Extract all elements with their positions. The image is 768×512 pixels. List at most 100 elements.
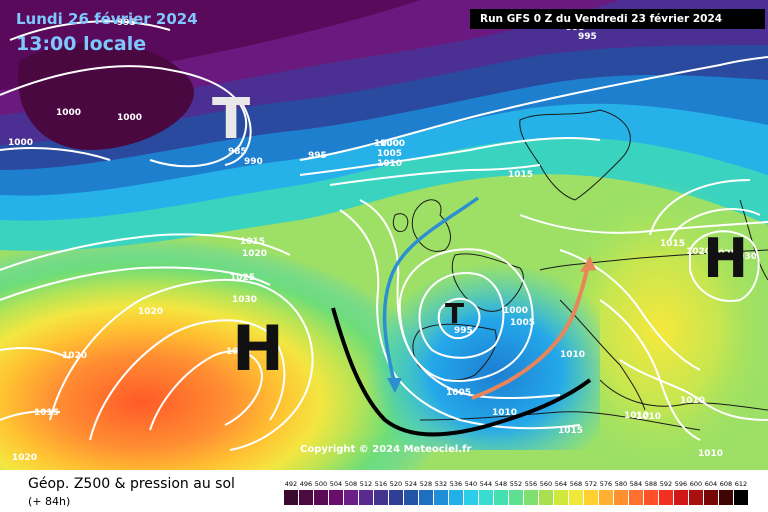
legend-swatch [464,490,478,505]
legend-value: 604 [705,480,717,488]
pressure-label: 1025 [230,273,256,283]
legend-swatch [719,490,733,505]
legend-swatch [329,490,343,505]
footer-title: Géop. Z500 & pression au sol [28,476,235,492]
legend-value: 504 [330,480,342,488]
legend-swatch [299,490,313,505]
pressure-label: 1015 [34,408,60,418]
legend-value: 524 [405,480,417,488]
legend-value: 564 [555,480,567,488]
pressure-label: 1025 [712,249,738,259]
legend-value: 560 [540,480,552,488]
legend-swatch [689,490,703,505]
pressure-label: 1000 [380,139,406,149]
legend-swatch [614,490,628,505]
legend-swatch [344,490,358,505]
pressure-label: 1010 [377,159,403,169]
run-info: Run GFS 0 Z du Vendredi 23 février 2024 [470,9,765,29]
legend-swatch [509,490,523,505]
legend-value: 548 [495,480,507,488]
legend-value: 592 [660,480,672,488]
pressure-label: 1000 [117,113,143,123]
pressure-label: 1015 [508,170,534,180]
legend-swatch [494,490,508,505]
pressure-label: 1015 [660,239,686,249]
legend-swatch [419,490,433,505]
legend-swatch [284,490,298,505]
legend-value: 528 [420,480,432,488]
low-center-iberia: T [445,297,465,330]
pressure-label: 1000 [374,139,400,149]
pressure-label: 1020 [242,249,268,259]
legend-value: 492 [285,480,297,488]
legend-value: 584 [630,480,642,488]
forecast-time: 13:00 locale [16,33,147,55]
pressure-label: 1000 [503,306,529,316]
legend-value: 516 [375,480,387,488]
pressure-label: 1010 [698,449,724,459]
color-legend: 492 496 500 504 508 512 516 520 524 528 532 536 540 5… [284,480,748,505]
pressure-label: 1010 [680,396,706,406]
pressure-label: 995 [308,151,327,161]
legend-swatch [674,490,688,505]
forecast-date: Lundi 26 février 2024 [16,10,198,28]
legend-value: 544 [480,480,492,488]
pressure-label: 1020 [62,351,88,361]
pressure-label: 1005 [510,318,536,328]
legend-value: 576 [600,480,612,488]
legend-value: 552 [510,480,522,488]
legend-value: 608 [720,480,732,488]
legend-swatch [569,490,583,505]
pressure-label: 1035 [226,347,252,357]
legend-value: 596 [675,480,687,488]
pressure-label: 995 [454,326,473,336]
legend-value: 540 [465,480,477,488]
legend-value: 556 [525,480,537,488]
legend-value: 500 [315,480,327,488]
legend-swatch [734,490,748,505]
legend-swatch [449,490,463,505]
pressure-label: 1020 [12,453,38,463]
pressure-label: 990 [244,157,263,167]
weather-map [0,0,768,470]
pressure-label: 1030 [732,252,758,262]
pressure-label: 1005 [377,149,403,159]
legend-swatch [404,490,418,505]
pressure-label: 985 [228,147,247,157]
pressure-label: 1010 [492,408,518,418]
legend-value: 568 [570,480,582,488]
pressure-label: 1010 [636,412,662,422]
legend-value: 496 [300,480,312,488]
pressure-label: 995 [578,32,597,42]
legend-swatch [389,490,403,505]
legend-value: 536 [450,480,462,488]
legend-value: 572 [585,480,597,488]
legend-value: 520 [390,480,402,488]
legend-value: 512 [360,480,372,488]
legend-swatch [314,490,328,505]
pressure-label: 1010 [560,350,586,360]
legend-swatch [629,490,643,505]
legend-swatch [434,490,448,505]
pressure-label: 1020 [138,307,164,317]
pressure-label: 1020 [686,247,712,257]
copyright-text: Copyright © 2024 Meteociel.fr [300,444,472,455]
legend-swatch [704,490,718,505]
high-center-atlantic: H [232,312,284,385]
legend-swatch [554,490,568,505]
pressure-label: 995 [117,18,136,28]
pressure-label: 1010 [624,411,650,421]
legend-value: 600 [690,480,702,488]
legend-swatch [359,490,373,505]
pressure-label: 1000 [8,138,34,148]
legend-swatch [659,490,673,505]
pressure-label: 1015 [558,426,584,436]
pressure-label: 1015 [240,237,266,247]
legend-value: 532 [435,480,447,488]
legend-swatch [599,490,613,505]
footer-subtitle: (+ 84h) [28,495,71,508]
low-center-north: T [212,87,251,152]
legend-swatch [539,490,553,505]
high-center-east: H [703,227,749,290]
legend-swatch [524,490,538,505]
